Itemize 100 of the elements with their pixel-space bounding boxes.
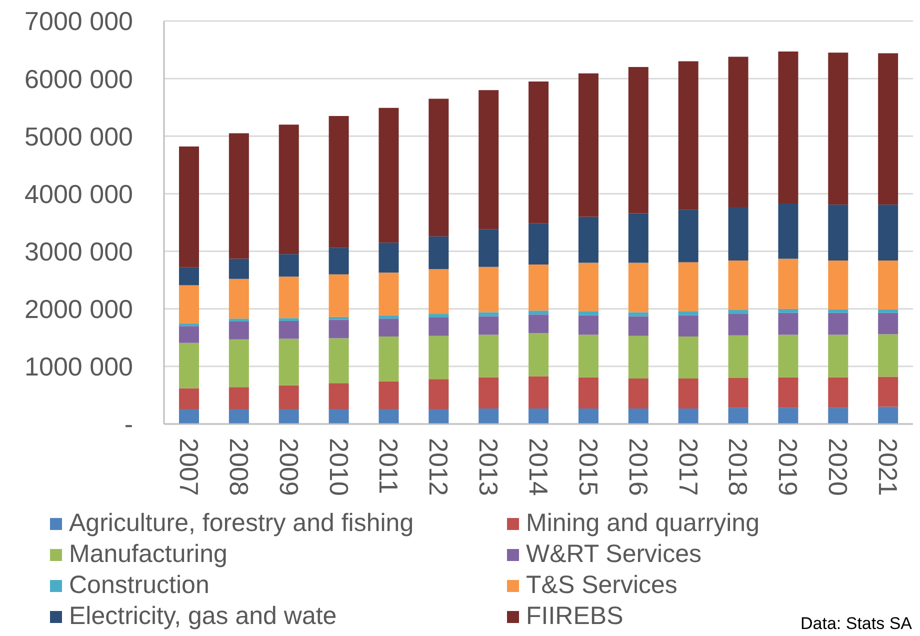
bar	[378, 242, 399, 273]
bar	[179, 285, 199, 324]
bar	[179, 146, 199, 268]
y-tick-label: 6000 000	[24, 64, 133, 94]
bar	[278, 254, 299, 277]
bar	[628, 336, 648, 379]
bar	[628, 378, 648, 408]
bar	[328, 383, 349, 410]
bar	[828, 204, 848, 260]
bar	[478, 377, 499, 408]
bar	[378, 318, 399, 336]
x-tick-label: 2015	[573, 438, 604, 496]
bar	[778, 258, 798, 309]
y-tick-label: 3000 000	[24, 236, 133, 267]
bar	[828, 260, 848, 310]
bar	[878, 376, 898, 407]
legend-label: Manufacturing	[69, 539, 228, 570]
bar	[478, 229, 499, 267]
bar	[678, 315, 698, 336]
bar	[228, 339, 249, 388]
bar	[278, 124, 299, 254]
bar	[678, 210, 698, 262]
bar	[578, 73, 598, 217]
bar	[328, 409, 349, 424]
bar	[578, 408, 598, 424]
bar	[778, 52, 798, 204]
bar	[478, 266, 499, 312]
y-tick-label: 1000 000	[24, 352, 133, 382]
bar	[528, 314, 549, 334]
bar	[328, 274, 349, 317]
bar	[478, 90, 499, 230]
bar	[328, 338, 349, 384]
legend-label: Agriculture, forestry and fishing	[69, 508, 414, 539]
x-tick-label: 2017	[673, 438, 704, 496]
x-tick-label: 2021	[873, 438, 904, 496]
bar	[578, 311, 598, 316]
bar	[428, 314, 449, 318]
bar	[428, 409, 449, 424]
bar	[428, 236, 449, 270]
bar	[628, 262, 648, 312]
bar	[628, 213, 648, 263]
bar	[828, 377, 848, 408]
bar	[778, 377, 798, 408]
legend-label: Mining and quarrying	[526, 508, 760, 539]
bar	[728, 378, 748, 408]
bar	[678, 262, 698, 312]
bar	[328, 248, 349, 274]
bar	[778, 204, 798, 259]
bar	[628, 316, 648, 336]
legend-label: W&RT Services	[526, 539, 702, 570]
bar	[728, 314, 748, 336]
legend-label: Electricity, gas and wate	[69, 601, 337, 632]
bar	[528, 310, 549, 315]
bar	[228, 278, 249, 319]
bar	[378, 108, 399, 243]
bar	[179, 409, 199, 424]
bar	[778, 312, 798, 335]
bar	[578, 315, 598, 335]
legend-label: FIIREBS	[526, 601, 624, 632]
bar	[228, 258, 249, 279]
bar	[328, 316, 349, 320]
bar	[179, 326, 199, 343]
x-tick-label: 2016	[623, 438, 654, 496]
x-tick-label: 2008	[224, 438, 254, 496]
bar	[478, 334, 499, 378]
bar	[678, 336, 698, 379]
bar	[878, 334, 898, 377]
bar	[678, 408, 698, 424]
bar	[578, 377, 598, 408]
bar	[428, 269, 449, 314]
bar	[278, 338, 299, 386]
y-tick-label: 5000 000	[24, 121, 133, 152]
bar	[228, 322, 249, 340]
bar	[478, 316, 499, 335]
x-tick-label: 2019	[773, 438, 804, 496]
x-tick-label: 2010	[324, 438, 354, 496]
bar	[278, 320, 299, 339]
bar	[179, 388, 199, 410]
bar	[378, 336, 399, 382]
bar	[528, 264, 549, 311]
bar	[878, 312, 898, 334]
bar	[428, 379, 449, 410]
bar	[578, 216, 598, 263]
bar	[678, 61, 698, 210]
bar	[878, 53, 898, 205]
bar	[378, 381, 399, 410]
x-tick-label: 2011	[374, 438, 404, 494]
bar	[728, 260, 748, 310]
y-tick-label: -	[124, 409, 133, 440]
bar	[378, 409, 399, 424]
x-tick-label: 2007	[174, 438, 204, 496]
y-tick-label: 2000 000	[24, 294, 133, 324]
x-tick-label: 2014	[524, 438, 554, 496]
bar	[528, 376, 549, 408]
y-tick-label: 4000 000	[24, 178, 133, 209]
bar	[278, 385, 299, 410]
x-tick-label: 2020	[823, 438, 854, 496]
bar	[878, 309, 898, 313]
bar	[528, 408, 549, 424]
bar	[228, 318, 249, 322]
